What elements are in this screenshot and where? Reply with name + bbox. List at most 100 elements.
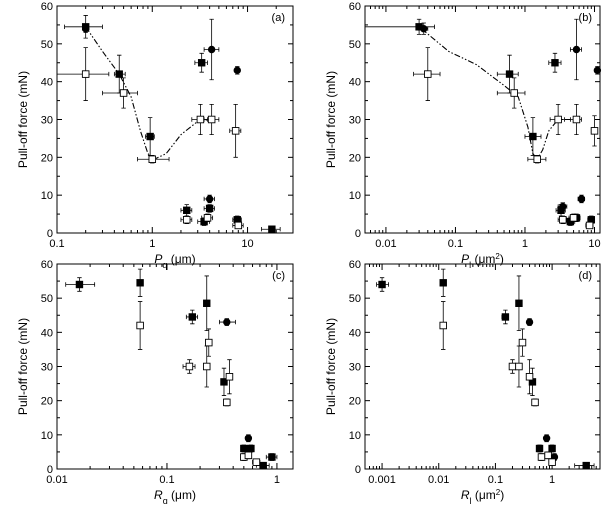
y-axis-label: Pull-off force (mN)	[16, 318, 30, 415]
x-tick-label: 0.01	[375, 238, 396, 250]
x-tick-label: 0.1	[159, 474, 174, 486]
x-tick-label: 10	[241, 238, 253, 250]
y-tick-label: 20	[41, 152, 53, 164]
data-point-open-square	[508, 362, 517, 371]
y-tick-label: 50	[349, 293, 361, 305]
data-point-square	[220, 378, 228, 386]
data-point-open-square	[223, 398, 231, 407]
data-point-open-square	[196, 115, 205, 124]
data-point-open-square	[185, 362, 194, 371]
y-axis-label: Pull-off force (mN)	[324, 71, 338, 168]
data-point-open-square	[548, 458, 556, 466]
data-point-open-square	[244, 451, 253, 460]
y-axis-label: Pull-off force (mN)	[16, 71, 30, 168]
data-point-open-square	[439, 321, 447, 330]
data-point-square	[551, 59, 559, 67]
plot-frame	[56, 5, 294, 234]
data-point-open-square	[231, 127, 240, 135]
y-tick-label: 30	[41, 362, 53, 374]
panel-c: 0 10 20 30 40 50 60 0.01 0.1 1 Pull-off force (mN)…	[16, 259, 294, 506]
data-point-open-square	[544, 451, 552, 460]
data-point-open-square	[202, 362, 211, 371]
data-point-open-square	[234, 221, 243, 230]
x-tick-label: 0.01	[428, 474, 449, 486]
x-tick-label: 0.1	[49, 238, 64, 250]
data-point-square	[203, 299, 211, 307]
y-tick-label: 30	[349, 362, 361, 374]
data-point-square	[247, 444, 255, 453]
data-point-circle	[207, 45, 216, 54]
x-tick-label: 1	[149, 238, 155, 250]
y-tick-label: 20	[41, 396, 53, 408]
x-axis-label: Pl (μm2)	[461, 252, 504, 271]
data-point-square	[582, 461, 590, 470]
panel-tag: (c)	[272, 270, 285, 282]
data-point-square	[240, 444, 248, 453]
y-tick-label: 0	[47, 464, 53, 476]
x-tick-label: 1	[522, 238, 528, 250]
panel-a: 0 10 20 30 40 50 60 0.1 1 10 Pull-off force (mN) Pq…	[16, 1, 294, 270]
panel-tag: (d)	[579, 270, 592, 282]
panel-b: 0 10 20 30 40 50 60 0.01 0.1 1 10 Pull-off force (m…	[324, 1, 602, 271]
y-tick-label: 10	[349, 190, 361, 202]
data-point-square	[268, 453, 276, 461]
x-tick-label: 1	[549, 474, 555, 486]
x-axis-label: Rq (μm)	[154, 488, 196, 504]
data-point-square	[501, 313, 510, 321]
y-tick-label: 60	[41, 1, 53, 13]
y-tick-label: 60	[349, 259, 361, 271]
data-point-open-square	[572, 115, 581, 124]
data-point-square	[146, 132, 154, 141]
x-tick-label: 0.1	[488, 474, 503, 486]
data-point-square	[115, 70, 123, 78]
data-point-open-square	[136, 321, 144, 330]
data-point-open-square	[537, 453, 546, 461]
x-tick-label: 0.01	[46, 474, 67, 486]
data-point-square	[529, 132, 537, 141]
y-tick-label: 0	[355, 464, 361, 476]
data-point-circle	[559, 202, 567, 211]
y-tick-label: 60	[349, 1, 361, 13]
data-point-open-square	[518, 338, 527, 347]
data-point-circle	[205, 195, 214, 203]
data-point-circle	[244, 434, 253, 442]
data-point-square	[205, 204, 214, 213]
x-tick-label: 0.001	[368, 474, 396, 486]
y-tick-label: 20	[349, 152, 361, 164]
data-point-square	[188, 313, 197, 321]
data-point-open-square	[207, 115, 216, 124]
data-point-square	[136, 279, 144, 287]
data-point-square	[515, 299, 523, 307]
data-point-square	[535, 444, 544, 453]
y-tick-label: 40	[349, 327, 361, 339]
plot-frame	[364, 263, 601, 470]
y-tick-label: 0	[355, 228, 361, 240]
y-tick-label: 30	[41, 115, 53, 127]
data-point-circle	[525, 318, 534, 326]
y-tick-label: 50	[41, 293, 53, 305]
data-point-circle	[572, 45, 581, 54]
data-point-open-square	[559, 216, 567, 224]
data-point-open-square	[205, 338, 213, 347]
data-point-square	[75, 280, 84, 289]
data-point-square	[197, 59, 206, 67]
y-tick-label: 10	[41, 430, 53, 442]
data-point-open-square	[203, 214, 212, 222]
data-point-square	[548, 444, 556, 453]
data-point-open-square	[148, 155, 157, 163]
data-point-circle	[542, 434, 551, 442]
y-tick-label: 0	[47, 228, 53, 240]
y-tick-label: 20	[349, 396, 361, 408]
data-point-open-square	[119, 89, 128, 97]
data-point-open-square	[533, 155, 541, 163]
data-point-square	[505, 70, 514, 78]
panel-tag: (b)	[579, 12, 592, 24]
data-point-open-square	[525, 373, 534, 381]
data-point-square	[259, 461, 267, 470]
data-point-open-square	[590, 127, 599, 135]
y-tick-label: 40	[349, 77, 361, 89]
data-point-circle	[233, 66, 241, 75]
data-point-open-square	[81, 70, 90, 78]
y-tick-label: 40	[41, 327, 53, 339]
data-point-open-square	[515, 362, 523, 371]
